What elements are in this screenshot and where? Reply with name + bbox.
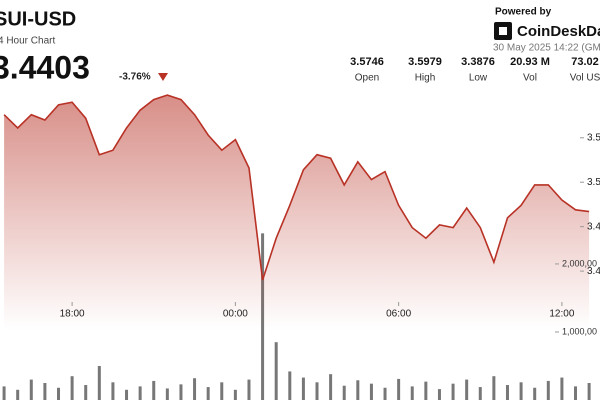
- volume-bar: [410, 386, 414, 400]
- y-tick-label: 3.4: [587, 221, 600, 232]
- volume-bar: [288, 371, 292, 400]
- volume-bar: [152, 380, 156, 400]
- volume-bar: [519, 382, 523, 400]
- volume-bar: [43, 382, 47, 400]
- price-area: [4, 95, 590, 330]
- volume-bar: [301, 377, 305, 400]
- stat-label: Vol: [523, 73, 537, 84]
- volume-bar: [315, 382, 319, 400]
- x-tick-label: 00:00: [223, 309, 248, 320]
- volume-bar: [574, 386, 578, 400]
- volume-bar: [274, 342, 278, 400]
- chart-subtitle: 4 Hour Chart: [0, 36, 55, 47]
- volume-bar: [437, 389, 441, 400]
- volume-bar: [138, 386, 142, 400]
- last-price: 3.4403: [0, 49, 90, 85]
- volume-bar: [179, 384, 183, 400]
- volume-bar: [29, 379, 33, 400]
- powered-by: Powered by: [495, 7, 552, 18]
- x-tick-label: 18:00: [60, 309, 85, 320]
- volume-bar: [478, 387, 482, 400]
- volume-bar: [342, 385, 346, 400]
- y-tick-label: 3.5: [587, 132, 600, 143]
- volume-bar: [220, 382, 224, 400]
- timestamp: 30 May 2025 14:22 (GM: [493, 43, 600, 54]
- volume-bar: [546, 380, 550, 400]
- volume-bar: [111, 382, 115, 400]
- volume-bar: [560, 377, 564, 400]
- volume-bar: [397, 378, 401, 400]
- volume-bar: [492, 376, 496, 400]
- volume-bar: [247, 379, 251, 400]
- x-tick-label: 12:00: [549, 309, 574, 320]
- volume-bar: [84, 385, 88, 400]
- volume-bar: [587, 382, 591, 400]
- brand-name: CoinDeskDat: [517, 23, 600, 40]
- volume-bar: [165, 388, 169, 400]
- volume-bar: [2, 386, 6, 400]
- y-tick-label: 3.4: [587, 266, 600, 277]
- price-line: [3, 94, 590, 281]
- stat-value: 73.02: [571, 56, 599, 68]
- volume-bar: [383, 387, 387, 400]
- price-change: -3.76%: [119, 72, 151, 83]
- volume-bar: [193, 378, 197, 400]
- volume-bar: [233, 389, 237, 400]
- stat-label: Open: [355, 73, 379, 84]
- stat-value: 3.3876: [461, 56, 495, 68]
- volume-bar: [125, 389, 129, 400]
- volume-bar: [16, 389, 20, 400]
- x-tick-label: 06:00: [386, 309, 411, 320]
- stat-label: Low: [469, 73, 488, 84]
- stat-value: 20.93 M: [510, 56, 550, 68]
- chart-title: SUI-USD: [0, 8, 76, 30]
- volume-bar: [424, 381, 428, 400]
- volume-bar: [70, 376, 74, 400]
- stats: 3.5746 Open 3.5979 High 3.3876 Low 20.93 M Vol 7…: [350, 56, 600, 84]
- volume-bar: [57, 387, 61, 400]
- volume-bar: [356, 380, 360, 400]
- volume-bar: [206, 387, 210, 400]
- brand-logo-mark: [499, 27, 507, 35]
- stat-value: 3.5746: [350, 56, 384, 68]
- volume-bar: [97, 365, 101, 400]
- volume-bar: [505, 385, 509, 400]
- stat-label: High: [415, 73, 436, 84]
- y-tick-label: 3.5: [587, 177, 600, 188]
- stat-value: 3.5979: [408, 56, 442, 68]
- stat-label: Vol US: [570, 73, 600, 84]
- volume-bar: [451, 383, 455, 400]
- down-arrow: [158, 73, 168, 81]
- y2-tick-label: 2,000,00: [562, 258, 597, 268]
- volume-bar: [329, 374, 333, 400]
- plot-area: 18:00 00:00 06:00 12:003.53.53.43.42,000,00…: [2, 94, 600, 400]
- volume-bar: [369, 383, 373, 400]
- volume-bar: [533, 387, 537, 400]
- y2-tick-label: 1,000,00: [562, 326, 597, 336]
- volume-bar: [465, 379, 469, 400]
